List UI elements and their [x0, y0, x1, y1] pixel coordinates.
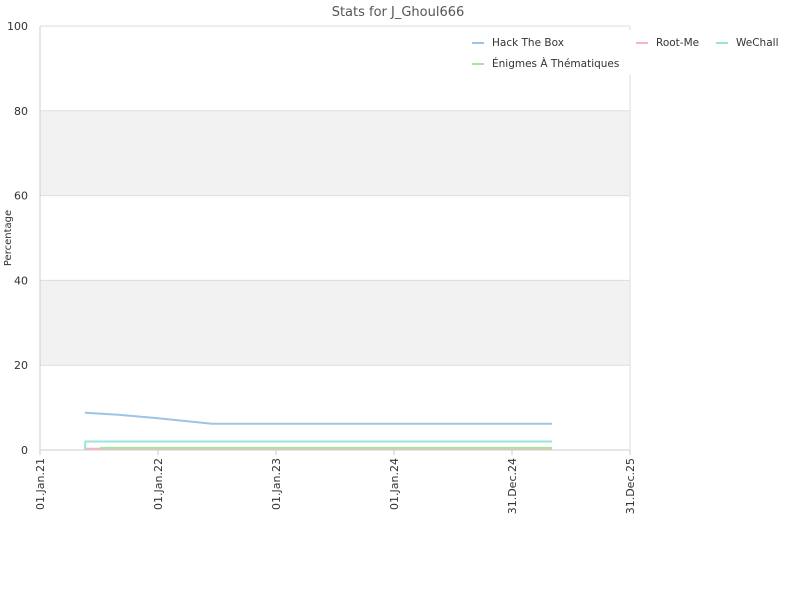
y-tick-label: 40 [14, 274, 28, 287]
legend-label: Root-Me [656, 37, 699, 49]
legend-label: WeChall [736, 37, 778, 49]
y-tick-label: 60 [14, 190, 28, 203]
band [40, 110, 630, 196]
y-axis-label: Percentage [3, 210, 14, 266]
x-tick-label: 31.Dec.24 [506, 458, 519, 514]
legend-label: Hack The Box [492, 37, 564, 49]
chart-title: Stats for J_Ghoul666 [332, 5, 465, 20]
x-tick-label: 01.Jan.21 [34, 458, 47, 510]
y-tick-label: 100 [7, 20, 28, 33]
series-line [83, 440, 553, 451]
legend-background [460, 30, 800, 74]
x-tick-label: 31.Dec.25 [624, 458, 637, 514]
legend-label: Énigmes À Thématiques [492, 57, 619, 70]
series-line [84, 411, 553, 425]
y-tick-label: 20 [14, 359, 28, 372]
y-tick-label: 80 [14, 105, 28, 118]
x-tick-label: 01.Jan.24 [388, 458, 401, 510]
y-tick-label: 0 [21, 444, 28, 457]
x-tick-label: 01.Jan.23 [270, 458, 283, 510]
x-tick-label: 01.Jan.22 [152, 458, 165, 510]
band [40, 280, 630, 366]
